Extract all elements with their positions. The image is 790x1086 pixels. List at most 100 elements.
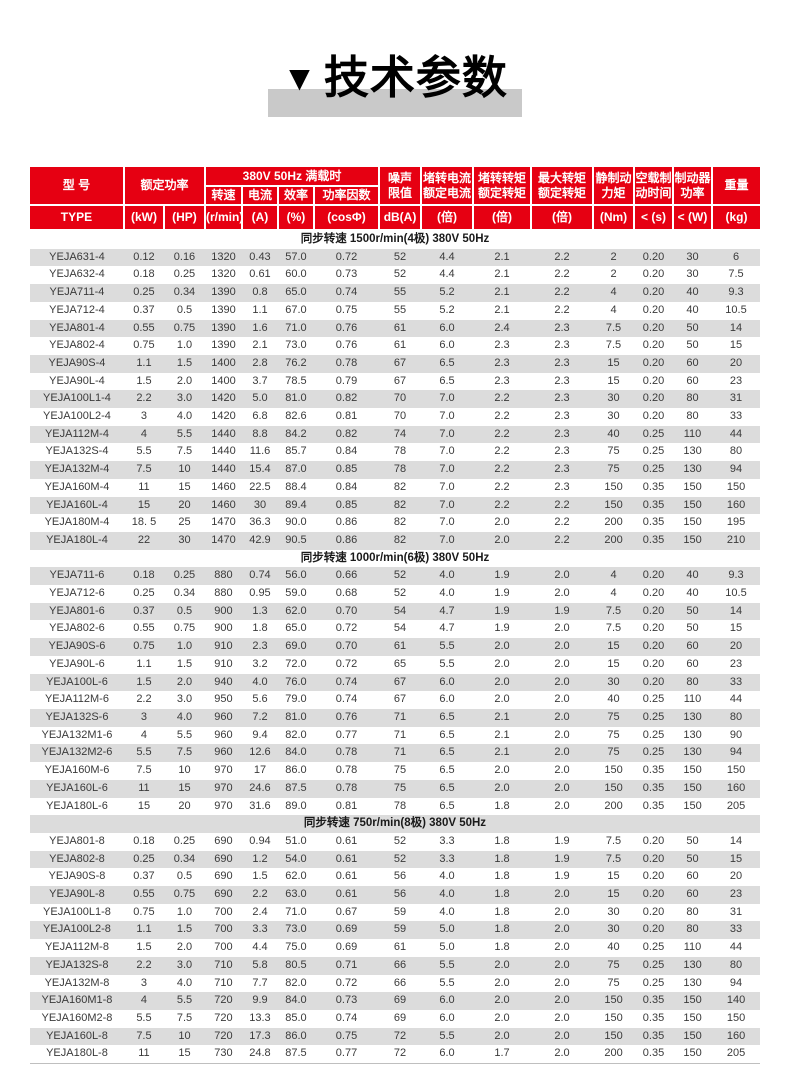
model-cell: YEJA90L-4 bbox=[49, 374, 105, 387]
value-cell: 0.72 bbox=[335, 657, 358, 670]
value-cell: 2.0 bbox=[554, 728, 570, 741]
value-cell: 0.55 bbox=[123, 886, 164, 904]
value-cell: 30 bbox=[593, 390, 635, 409]
value-cell: 75 bbox=[593, 956, 635, 975]
value-cell: 150 bbox=[593, 496, 635, 515]
value-cell: 6.0 bbox=[421, 1045, 474, 1065]
value-cell: 87.0 bbox=[277, 461, 314, 479]
value-cell: 1390 bbox=[204, 319, 242, 338]
model-cell: YEJA180L-4 bbox=[29, 531, 124, 550]
value-cell: 0.20 bbox=[634, 921, 674, 940]
value-cell: 2.1 bbox=[252, 339, 268, 352]
section-title: 同步转速 1500r/min(4极) 380V 50Hz bbox=[300, 233, 490, 245]
model-cell: YEJA112M-8 bbox=[44, 941, 109, 954]
value-cell: 1470 bbox=[211, 516, 236, 529]
value-cell: 5.0 bbox=[241, 390, 278, 409]
value-cell: 70 bbox=[393, 410, 407, 423]
value-cell: 0.84 bbox=[335, 445, 358, 458]
value-cell: 1.5 bbox=[176, 657, 193, 670]
value-cell: 0.75 bbox=[173, 622, 196, 635]
value-cell: 0.82 bbox=[313, 390, 380, 409]
model-cell: YEJA160M-4 bbox=[44, 480, 110, 493]
value-cell: 55 bbox=[379, 284, 422, 302]
value-cell: 4.7 bbox=[439, 622, 455, 635]
value-cell: 0.86 bbox=[335, 516, 358, 529]
value-cell: 23 bbox=[729, 657, 743, 670]
value-cell: 2.2 bbox=[494, 445, 510, 458]
value-cell: 1.8 bbox=[252, 622, 268, 635]
value-cell: 2.0 bbox=[494, 1011, 510, 1024]
value-cell: 57.0 bbox=[277, 248, 314, 267]
value-cell: 900 bbox=[204, 602, 242, 621]
value-cell: 4 bbox=[610, 587, 617, 600]
value-cell: 150 bbox=[683, 764, 702, 777]
triangle-down-icon: ▼ bbox=[282, 59, 318, 99]
value-cell: 1.1 bbox=[252, 303, 268, 316]
value-cell: 15 bbox=[178, 480, 191, 493]
value-cell: 7.0 bbox=[421, 461, 474, 479]
value-cell: 0.25 bbox=[123, 284, 164, 302]
value-cell: 0.20 bbox=[642, 374, 665, 387]
value-cell: 1460 bbox=[211, 480, 236, 493]
value-cell: 0.69 bbox=[313, 921, 380, 940]
model-cell: YEJA90S-4 bbox=[29, 354, 124, 373]
unit-brake-power: < (W) bbox=[672, 204, 714, 231]
value-cell: 2.2 bbox=[136, 693, 152, 706]
value-cell: 52 bbox=[393, 268, 407, 281]
value-cell: 20 bbox=[178, 799, 191, 812]
value-cell: 82.0 bbox=[285, 728, 307, 741]
value-cell: 6.5 bbox=[421, 354, 474, 373]
value-cell: 4 bbox=[593, 567, 635, 586]
value-cell: 0.20 bbox=[634, 886, 674, 904]
value-cell: 36.3 bbox=[249, 516, 271, 529]
value-cell: 940 bbox=[204, 673, 242, 692]
value-cell: 690 bbox=[214, 870, 233, 883]
value-cell: 73.0 bbox=[277, 921, 314, 940]
value-cell: 0.69 bbox=[335, 941, 358, 954]
value-cell: 52 bbox=[393, 834, 407, 847]
value-cell: 7.5 bbox=[176, 445, 193, 458]
value-cell: 44 bbox=[729, 941, 743, 954]
table-row: YEJA711-6 0.18 0.25 880 0.74 56.0 0.66 52 4.0 1.9… bbox=[29, 567, 761, 586]
value-cell: 2.4 bbox=[252, 905, 268, 918]
value-cell: 950 bbox=[214, 693, 233, 706]
value-cell: 2.0 bbox=[176, 941, 193, 954]
value-cell: 150 bbox=[683, 799, 702, 812]
value-cell: 80 bbox=[673, 673, 713, 692]
value-cell: 130 bbox=[673, 956, 713, 975]
value-cell: 2.4 bbox=[473, 319, 532, 338]
value-cell: 60 bbox=[673, 886, 713, 904]
value-cell: 730 bbox=[204, 1045, 242, 1065]
table-row: YEJA801-8 0.18 0.25 690 0.94 51.0 0.61 52 3.3 1.8… bbox=[30, 833, 760, 851]
value-cell: 2.1 bbox=[494, 303, 510, 316]
value-cell: 160 bbox=[712, 1027, 761, 1046]
value-cell: 700 bbox=[214, 905, 233, 918]
model-cell: YEJA112M-6 bbox=[44, 693, 109, 706]
value-cell: 33 bbox=[712, 921, 761, 940]
value-cell: 140 bbox=[712, 992, 761, 1010]
value-cell: 910 bbox=[204, 638, 242, 656]
value-cell: 0.20 bbox=[634, 248, 674, 267]
value-cell: 2.0 bbox=[531, 708, 594, 727]
value-cell: 2.0 bbox=[554, 587, 570, 600]
value-cell: 150 bbox=[604, 480, 623, 493]
value-cell: 40 bbox=[686, 587, 699, 600]
value-cell: 61 bbox=[393, 339, 407, 352]
value-cell: 7.0 bbox=[439, 410, 455, 423]
value-cell: 78 bbox=[379, 461, 422, 479]
value-cell: 0.74 bbox=[313, 284, 380, 302]
unit-locked-rotor-torque: (倍) bbox=[472, 204, 533, 231]
value-cell: 30 bbox=[241, 496, 278, 515]
table-row: YEJA132M2-6 5.5 7.5 960 12.6 84.0 0.78 71 6.5 2.1… bbox=[29, 744, 761, 763]
value-cell: 44 bbox=[729, 693, 743, 706]
value-cell: 0.78 bbox=[313, 354, 380, 373]
model-cell: YEJA132M-4 bbox=[29, 461, 124, 479]
value-cell: 0.81 bbox=[335, 799, 358, 812]
value-cell: 75 bbox=[393, 764, 407, 777]
value-cell: 0.84 bbox=[335, 480, 358, 493]
value-cell: 6.5 bbox=[421, 744, 474, 763]
value-cell: 6.0 bbox=[421, 319, 474, 338]
value-cell: 0.35 bbox=[634, 1027, 674, 1046]
value-cell: 89.4 bbox=[277, 496, 314, 515]
value-cell: 2.2 bbox=[241, 886, 278, 904]
